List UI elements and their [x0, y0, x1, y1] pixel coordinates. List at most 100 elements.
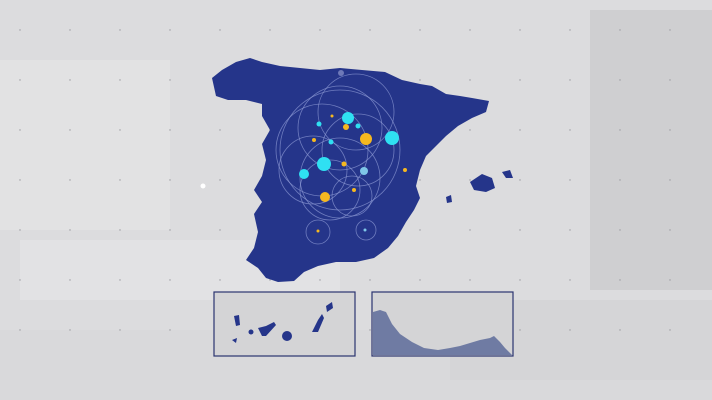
menorca — [502, 170, 513, 178]
grid-dot — [319, 279, 321, 281]
grid-dot — [619, 229, 621, 231]
grid-dot — [619, 129, 621, 131]
grid-dot — [369, 29, 371, 31]
grid-dot — [169, 329, 171, 331]
grid-dot — [19, 179, 21, 181]
grid-dot — [419, 229, 421, 231]
grid-dot — [569, 79, 571, 81]
grid-dot — [519, 29, 521, 31]
grid-dot — [569, 329, 571, 331]
mallorca — [470, 174, 495, 192]
grid-dot — [69, 279, 71, 281]
grid-dot — [169, 179, 171, 181]
grid-dot — [469, 229, 471, 231]
marker-yellow — [403, 168, 407, 172]
grid-dot — [669, 79, 671, 81]
marker-ring — [279, 89, 401, 211]
grid-dot — [119, 279, 121, 281]
marker-cyan — [299, 169, 309, 179]
marker-ring — [299, 159, 361, 221]
grid-dot — [69, 129, 71, 131]
grid-dot — [669, 179, 671, 181]
grid-dot — [219, 179, 221, 181]
marker-yellow — [330, 114, 334, 118]
marker-cyan — [317, 157, 331, 171]
inset-ceuta-melilla — [371, 291, 514, 357]
grid-dot — [569, 229, 571, 231]
marker-ring — [321, 113, 395, 187]
grid-dot — [169, 229, 171, 231]
data-markers — [200, 70, 407, 233]
grid-dot — [19, 229, 21, 231]
light-spot — [200, 183, 206, 189]
grid-dot — [219, 29, 221, 31]
marker-light_blue — [363, 228, 367, 232]
grid-dot — [119, 229, 121, 231]
grid-dot — [469, 29, 471, 31]
grid-dot — [19, 329, 21, 331]
grid-dot — [19, 79, 21, 81]
spain-mainland — [212, 58, 489, 282]
grid-dot — [169, 79, 171, 81]
marker-light_blue — [360, 167, 368, 175]
marker-yellow — [343, 124, 349, 130]
marker-ring — [331, 175, 373, 217]
grid-dot — [69, 79, 71, 81]
grid-dot — [419, 29, 421, 31]
grid-dot — [69, 29, 71, 31]
grid-dot — [369, 329, 371, 331]
grid-dot — [419, 179, 421, 181]
grid-dot — [569, 129, 571, 131]
marker-cyan — [342, 112, 354, 124]
grid-dot — [469, 79, 471, 81]
marker-rings — [275, 73, 401, 245]
grid-dot — [169, 129, 171, 131]
grid-dot — [369, 279, 371, 281]
grid-dot — [269, 279, 271, 281]
grid-dot — [169, 29, 171, 31]
grid-dot — [619, 329, 621, 331]
grid-dot — [19, 129, 21, 131]
marker-ring — [305, 219, 331, 245]
grid-dot — [519, 279, 521, 281]
grid-dot — [619, 29, 621, 31]
grid-dot — [469, 179, 471, 181]
grid-dot — [519, 129, 521, 131]
grid-dot — [569, 279, 571, 281]
grid-dot — [669, 279, 671, 281]
grid-dot — [419, 279, 421, 281]
grid-dot — [619, 79, 621, 81]
grid-dot — [119, 129, 121, 131]
grid-dot — [669, 29, 671, 31]
grid-dot — [119, 329, 121, 331]
grid-dot — [619, 279, 621, 281]
grid-dot — [419, 79, 421, 81]
ibiza — [446, 195, 452, 203]
grid-dot — [69, 229, 71, 231]
inset-canary-islands — [213, 291, 356, 357]
grid-dot — [169, 279, 171, 281]
grid-dot — [219, 279, 221, 281]
grid-dot — [119, 179, 121, 181]
marker-ring — [297, 85, 383, 171]
marker-yellow — [360, 133, 372, 145]
marker-faded — [338, 70, 344, 76]
grid-dots — [19, 29, 671, 331]
marker-cyan — [328, 139, 334, 145]
marker-yellow — [316, 229, 320, 233]
marker-ring — [355, 219, 377, 241]
grid-dot — [569, 179, 571, 181]
grid-dot — [219, 229, 221, 231]
grid-dot — [119, 79, 121, 81]
grid-dot — [519, 79, 521, 81]
grid-dot — [469, 279, 471, 281]
grid-dot — [69, 329, 71, 331]
grid-dot — [319, 29, 321, 31]
grid-dot — [669, 229, 671, 231]
grid-dot — [269, 29, 271, 31]
grid-dot — [569, 29, 571, 31]
marker-cyan — [385, 131, 399, 145]
grid-dot — [519, 229, 521, 231]
grid-dot — [669, 129, 671, 131]
